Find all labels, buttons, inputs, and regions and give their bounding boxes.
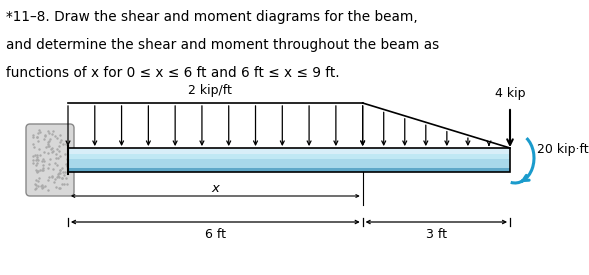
- Bar: [68, 168, 510, 172]
- Text: x: x: [211, 182, 219, 195]
- Text: 2 kip/ft: 2 kip/ft: [188, 84, 232, 97]
- Text: 6 ft: 6 ft: [205, 228, 226, 241]
- Text: 4 kip: 4 kip: [495, 87, 525, 100]
- Text: 20 kip·ft: 20 kip·ft: [537, 144, 588, 156]
- Bar: [68, 148, 510, 172]
- Text: and determine the shear and moment throughout the beam as: and determine the shear and moment throu…: [6, 38, 439, 52]
- Bar: [68, 154, 510, 159]
- Bar: [68, 148, 510, 154]
- FancyBboxPatch shape: [26, 124, 74, 196]
- Text: 3 ft: 3 ft: [426, 228, 447, 241]
- Text: functions of x for 0 ≤ x ≤ 6 ft and 6 ft ≤ x ≤ 9 ft.: functions of x for 0 ≤ x ≤ 6 ft and 6 ft…: [6, 66, 340, 80]
- Text: *11–8. Draw the shear and moment diagrams for the beam,: *11–8. Draw the shear and moment diagram…: [6, 10, 418, 24]
- Bar: [68, 148, 510, 172]
